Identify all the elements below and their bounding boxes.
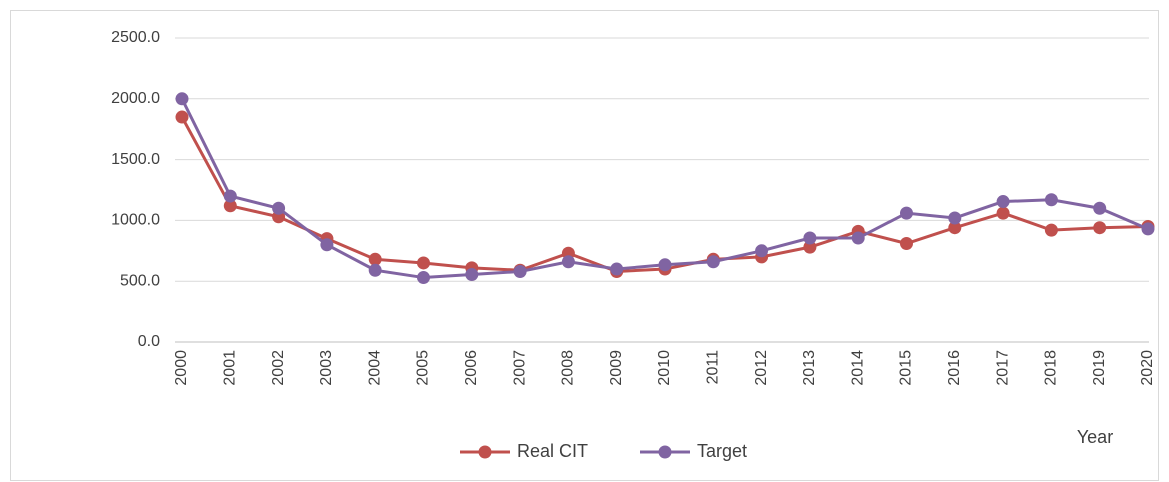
data-point — [1044, 223, 1058, 237]
x-tick-label: 2000 — [173, 350, 190, 386]
data-point — [610, 262, 624, 276]
x-tick-label: 2007 — [511, 350, 528, 386]
y-tick-label: 2000.0 — [111, 90, 160, 107]
data-point — [320, 238, 334, 252]
x-tick-label: 2003 — [318, 350, 335, 386]
data-point — [803, 240, 817, 254]
y-tick-label: 1500.0 — [111, 151, 160, 168]
legend-label: Target — [697, 441, 747, 461]
x-tick-label: 2009 — [608, 350, 625, 386]
data-point — [175, 92, 189, 106]
y-tick-label: 500.0 — [120, 272, 160, 289]
data-point — [1141, 222, 1155, 236]
y-tick-label: 1000.0 — [111, 212, 160, 229]
data-point — [175, 110, 189, 124]
data-point — [996, 195, 1010, 209]
data-point — [368, 252, 382, 266]
data-point — [223, 199, 237, 213]
data-point — [561, 255, 575, 269]
data-point — [948, 211, 962, 225]
x-tick-label: 2018 — [1043, 350, 1060, 386]
data-point — [755, 244, 769, 258]
legend-marker — [478, 445, 492, 459]
x-tick-label: 2013 — [801, 350, 818, 386]
x-tick-label: 2011 — [705, 350, 722, 385]
x-tick-label: 2010 — [656, 350, 673, 386]
x-tick-label: 2005 — [415, 350, 432, 386]
data-point — [223, 189, 237, 203]
legend-label: Real CIT — [517, 441, 588, 461]
x-tick-label: 2015 — [898, 350, 915, 386]
x-tick-label: 2016 — [946, 350, 963, 386]
y-tick-label: 2500.0 — [111, 29, 160, 46]
data-point — [900, 237, 913, 251]
data-point — [948, 221, 962, 235]
data-point — [996, 206, 1010, 220]
data-point — [851, 231, 865, 245]
data-point — [1044, 193, 1058, 207]
data-point — [368, 263, 382, 277]
data-point — [1093, 201, 1107, 215]
data-point — [706, 255, 720, 269]
x-tick-label: 2020 — [1139, 350, 1156, 386]
x-tick-label: 2002 — [270, 350, 287, 386]
data-point — [272, 201, 286, 215]
x-tick-label: 2004 — [366, 350, 383, 386]
chart-frame — [10, 10, 1159, 481]
x-axis-label: Year — [1077, 427, 1113, 447]
data-point — [465, 268, 479, 282]
x-tick-label: 2008 — [560, 350, 577, 386]
x-tick-label: 2001 — [222, 350, 239, 386]
x-tick-label: 2017 — [994, 350, 1011, 386]
x-tick-label: 2006 — [463, 350, 480, 386]
data-point — [658, 258, 672, 272]
data-point — [803, 231, 817, 245]
data-point — [417, 271, 430, 285]
y-tick-label: 0.0 — [138, 333, 160, 350]
legend-marker — [658, 445, 672, 459]
x-tick-label: 2019 — [1091, 350, 1108, 386]
data-point — [900, 206, 913, 220]
data-point — [417, 256, 430, 270]
x-tick-label: 2012 — [753, 350, 770, 386]
data-point — [1093, 221, 1107, 235]
x-tick-label: 2014 — [849, 350, 866, 386]
data-point — [513, 264, 527, 278]
